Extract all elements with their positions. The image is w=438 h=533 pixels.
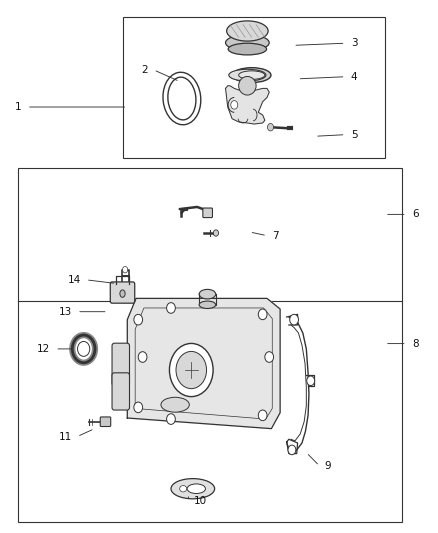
Text: 4: 4: [351, 72, 357, 82]
FancyBboxPatch shape: [110, 282, 135, 303]
Text: 6: 6: [412, 209, 419, 220]
Text: 11: 11: [59, 432, 72, 442]
Ellipse shape: [226, 35, 269, 51]
Ellipse shape: [233, 68, 271, 83]
Polygon shape: [226, 86, 269, 124]
FancyBboxPatch shape: [112, 373, 130, 410]
Circle shape: [138, 352, 147, 362]
Ellipse shape: [187, 484, 205, 494]
Ellipse shape: [228, 43, 267, 55]
Circle shape: [134, 314, 143, 325]
Text: 5: 5: [351, 130, 357, 140]
Ellipse shape: [229, 69, 266, 81]
Circle shape: [231, 101, 238, 109]
Bar: [123, 17, 385, 158]
FancyBboxPatch shape: [100, 417, 111, 426]
Circle shape: [166, 414, 175, 424]
Text: 10: 10: [194, 496, 207, 506]
FancyBboxPatch shape: [203, 208, 212, 217]
Circle shape: [258, 410, 267, 421]
Text: 13: 13: [59, 306, 72, 317]
Circle shape: [290, 314, 298, 325]
Circle shape: [307, 376, 314, 385]
Ellipse shape: [176, 351, 207, 389]
Circle shape: [134, 402, 143, 413]
Circle shape: [288, 445, 296, 455]
Circle shape: [213, 230, 219, 236]
Text: 14: 14: [67, 275, 81, 285]
Ellipse shape: [180, 486, 187, 492]
FancyBboxPatch shape: [112, 343, 130, 386]
Circle shape: [123, 266, 128, 273]
Ellipse shape: [170, 343, 213, 397]
Text: 9: 9: [325, 461, 331, 471]
Bar: [18, 168, 403, 522]
Polygon shape: [127, 298, 280, 429]
Ellipse shape: [239, 71, 265, 79]
Ellipse shape: [120, 290, 125, 297]
Ellipse shape: [199, 301, 216, 309]
Text: 2: 2: [141, 65, 148, 75]
Text: 8: 8: [412, 338, 419, 349]
Ellipse shape: [171, 479, 215, 499]
Ellipse shape: [199, 289, 216, 299]
Text: 3: 3: [351, 38, 357, 48]
Text: 12: 12: [37, 344, 50, 354]
Ellipse shape: [161, 397, 189, 412]
Circle shape: [258, 309, 267, 320]
Ellipse shape: [226, 21, 268, 41]
Circle shape: [166, 303, 175, 313]
Circle shape: [268, 124, 274, 131]
Text: 7: 7: [272, 231, 279, 241]
Ellipse shape: [239, 76, 256, 95]
Circle shape: [265, 352, 274, 362]
Text: 1: 1: [15, 102, 21, 112]
Ellipse shape: [78, 342, 90, 357]
